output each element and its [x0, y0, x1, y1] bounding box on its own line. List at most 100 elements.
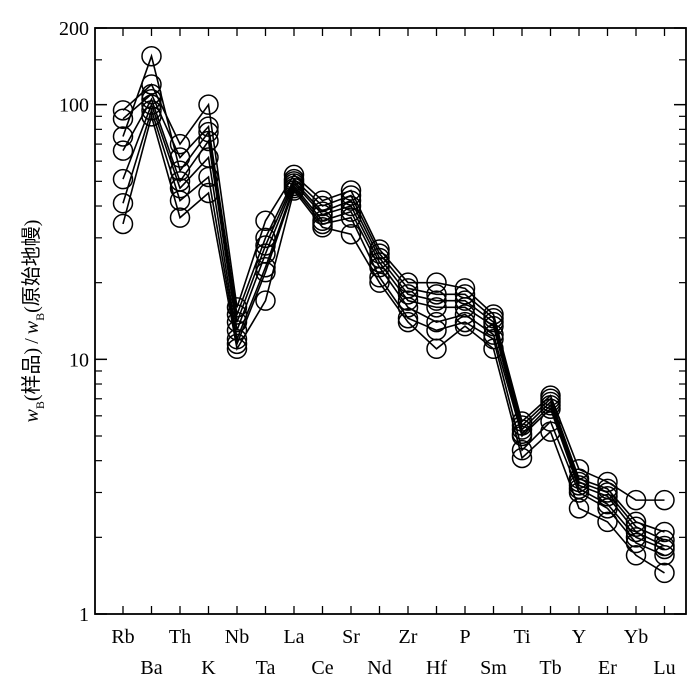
data-point-marker: [283, 180, 305, 201]
data-point-marker: [454, 304, 476, 325]
data-point-marker: [540, 421, 561, 442]
y-label-denominator-var: w: [21, 320, 43, 334]
y-tick-label: 1: [79, 604, 89, 626]
series-line: [122, 107, 665, 557]
data-point-marker: [654, 529, 675, 551]
data-point-marker: [454, 311, 476, 333]
data-point-marker: [397, 307, 419, 329]
x-tick-label: Ta: [256, 657, 276, 679]
data-point-marker: [625, 545, 647, 566]
data-point-marker: [397, 311, 419, 333]
data-point-marker: [654, 562, 675, 584]
x-tick-label: Yb: [624, 626, 648, 648]
data-point-marker: [255, 261, 276, 283]
data-point-marker: [654, 545, 675, 566]
data-point-marker: [597, 493, 618, 515]
x-tick-label: Hf: [426, 657, 447, 679]
data-point-marker: [255, 210, 276, 232]
data-point-marker: [198, 130, 219, 152]
x-tick-label: Ce: [311, 657, 333, 679]
data-point-marker: [483, 311, 504, 333]
data-point-marker: [568, 498, 590, 519]
data-point-marker: [169, 133, 191, 155]
x-tick-label: Sr: [342, 626, 360, 648]
x-tick-label: K: [201, 657, 216, 679]
data-point-marker: [340, 195, 362, 217]
x-tick-label: P: [459, 626, 470, 648]
series-line: [122, 113, 665, 574]
data-point-marker: [483, 324, 504, 345]
series-line: [122, 92, 665, 533]
y-tick-label: 10: [69, 349, 89, 371]
x-tick-label: Zr: [399, 626, 418, 648]
data-point-marker: [255, 256, 276, 278]
series-line: [122, 102, 665, 550]
series-line: [122, 83, 665, 501]
axis-layer: 1 10 100 200 Rb Ba Th K Nb Ta La Ce Sr Nd Zr Hf P Sm Ti Tb Y…: [59, 18, 686, 679]
data-point-marker: [112, 168, 134, 190]
x-tick-label: Rb: [111, 626, 134, 648]
y-label-numerator-sub: B: [33, 401, 47, 409]
data-point-marker: [169, 207, 191, 228]
data-point-marker: [369, 272, 390, 293]
data-point-marker: [198, 94, 219, 115]
x-tick-label: Y: [572, 626, 586, 648]
x-tick-label: Sm: [480, 657, 507, 679]
data-point-marker: [426, 290, 447, 311]
data-point-marker: [312, 217, 333, 238]
data-point-marker: [226, 333, 248, 355]
data-point-marker: [426, 311, 447, 333]
data-point-marker: [198, 166, 219, 188]
x-tick-label: Ba: [140, 657, 162, 679]
y-tick-label: 200: [59, 18, 89, 40]
y-label-numerator-text: (样品): [20, 348, 43, 401]
data-point-marker: [340, 190, 362, 211]
x-tick-label: La: [283, 626, 304, 648]
data-point-marker: [654, 489, 675, 511]
data-point-marker: [654, 538, 675, 560]
data-point-marker: [483, 338, 504, 360]
data-point-marker: [625, 489, 647, 511]
data-point-marker: [511, 425, 533, 447]
data-point-marker: [340, 201, 362, 222]
data-point-marker: [511, 419, 533, 440]
y-label-denominator-sub: B: [33, 313, 47, 321]
data-point-marker: [340, 223, 362, 245]
x-tick-label: Nd: [367, 657, 391, 679]
x-tick-label: Th: [169, 626, 191, 648]
data-point-marker: [454, 290, 476, 311]
y-label-separator: /: [21, 338, 43, 344]
data-point-marker: [454, 284, 476, 305]
y-tick-label: 100: [59, 95, 89, 117]
y-label-denominator-text: (原始地幔): [20, 220, 43, 313]
series-line: [122, 97, 665, 547]
data-point-marker: [511, 447, 533, 469]
plot-frame: [94, 27, 687, 615]
x-tick-label: Ti: [513, 626, 531, 648]
data-point-marker: [397, 290, 419, 311]
x-tick-label: Tb: [539, 657, 561, 679]
data-point-marker: [169, 177, 191, 199]
data-point-marker: [369, 267, 390, 288]
data-point-marker: [568, 482, 590, 503]
x-tick-label: Nb: [225, 626, 249, 648]
data-point-marker: [112, 213, 134, 235]
data-point-marker: [426, 284, 447, 305]
data-point-marker: [112, 193, 134, 214]
data-point-marker: [597, 471, 618, 493]
data-point-marker: [112, 126, 134, 147]
series-layer: [112, 45, 675, 584]
data-point-marker: [198, 182, 219, 204]
data-point-marker: [597, 511, 618, 533]
data-point-marker: [112, 140, 134, 161]
data-point-marker: [454, 315, 476, 337]
data-point-marker: [312, 195, 333, 217]
data-point-marker: [255, 290, 276, 311]
data-point-marker: [625, 527, 647, 548]
y-axis-label: wB(样品)/wB(原始地幔): [20, 220, 47, 423]
data-point-marker: [141, 106, 162, 127]
data-point-marker: [340, 207, 362, 228]
data-point-marker: [169, 190, 191, 211]
data-point-marker: [597, 485, 618, 507]
data-point-marker: [597, 498, 618, 519]
